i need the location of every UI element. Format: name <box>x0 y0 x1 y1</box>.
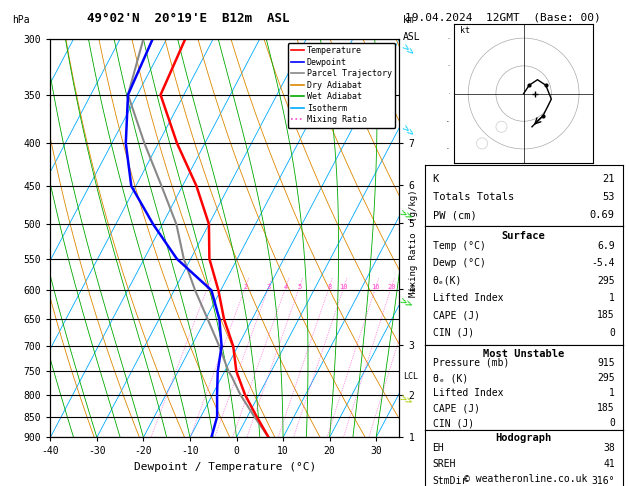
Text: >>: >> <box>399 43 416 59</box>
Text: Most Unstable: Most Unstable <box>483 349 564 359</box>
Text: >>: >> <box>399 123 416 139</box>
Text: SREH: SREH <box>433 459 456 469</box>
Text: 0: 0 <box>609 328 615 338</box>
Text: Hodograph: Hodograph <box>496 434 552 444</box>
Text: kt: kt <box>460 26 470 35</box>
Text: 3: 3 <box>267 284 270 290</box>
Text: Mixing Ratio  (g/kg): Mixing Ratio (g/kg) <box>409 189 418 297</box>
Text: 1: 1 <box>206 284 210 290</box>
Text: 1: 1 <box>609 293 615 303</box>
Legend: Temperature, Dewpoint, Parcel Trajectory, Dry Adiabat, Wet Adiabat, Isotherm, Mi: Temperature, Dewpoint, Parcel Trajectory… <box>287 43 395 128</box>
X-axis label: Dewpoint / Temperature (°C): Dewpoint / Temperature (°C) <box>134 462 316 472</box>
Text: CAPE (J): CAPE (J) <box>433 403 479 413</box>
Text: CIN (J): CIN (J) <box>433 418 474 429</box>
Text: 6.9: 6.9 <box>597 241 615 251</box>
Text: CAPE (J): CAPE (J) <box>433 310 479 320</box>
Text: θₑ (K): θₑ (K) <box>433 373 468 383</box>
Text: θₑ(K): θₑ(K) <box>433 276 462 286</box>
Text: 5: 5 <box>298 284 301 290</box>
Text: Surface: Surface <box>502 231 545 242</box>
Text: 2: 2 <box>243 284 247 290</box>
Text: StmDir: StmDir <box>433 476 468 486</box>
Text: K: K <box>433 174 439 184</box>
Text: 0.69: 0.69 <box>590 210 615 220</box>
Text: 41: 41 <box>603 459 615 469</box>
Text: 1: 1 <box>609 388 615 398</box>
Text: ASL: ASL <box>403 32 420 42</box>
Text: PW (cm): PW (cm) <box>433 210 476 220</box>
Text: Lifted Index: Lifted Index <box>433 293 503 303</box>
Text: Temp (°C): Temp (°C) <box>433 241 486 251</box>
Text: © weatheronline.co.uk: © weatheronline.co.uk <box>464 473 587 484</box>
Text: 295: 295 <box>597 373 615 383</box>
Text: 185: 185 <box>597 310 615 320</box>
Text: Dewp (°C): Dewp (°C) <box>433 259 486 268</box>
Text: LCL: LCL <box>404 372 418 381</box>
Text: 8: 8 <box>327 284 331 290</box>
Text: 316°: 316° <box>591 476 615 486</box>
Text: >>: >> <box>398 394 414 408</box>
Text: >>: >> <box>398 209 414 224</box>
Text: 49°02'N  20°19'E  B12m  ASL: 49°02'N 20°19'E B12m ASL <box>87 12 290 25</box>
Text: 295: 295 <box>597 276 615 286</box>
Text: 4: 4 <box>284 284 288 290</box>
Text: CIN (J): CIN (J) <box>433 328 474 338</box>
Text: 16: 16 <box>372 284 380 290</box>
Text: 10: 10 <box>340 284 348 290</box>
Text: 38: 38 <box>603 443 615 453</box>
Text: 20: 20 <box>387 284 396 290</box>
Text: >>: >> <box>398 296 414 311</box>
Text: EH: EH <box>433 443 444 453</box>
Text: 21: 21 <box>603 174 615 184</box>
Text: Totals Totals: Totals Totals <box>433 192 514 202</box>
Text: Pressure (mb): Pressure (mb) <box>433 358 509 368</box>
Text: km: km <box>403 15 415 25</box>
Text: 0: 0 <box>609 418 615 429</box>
Text: -5.4: -5.4 <box>591 259 615 268</box>
Text: hPa: hPa <box>13 15 30 25</box>
Text: 19.04.2024  12GMT  (Base: 00): 19.04.2024 12GMT (Base: 00) <box>405 12 601 22</box>
Text: 185: 185 <box>597 403 615 413</box>
Text: 53: 53 <box>603 192 615 202</box>
Text: 915: 915 <box>597 358 615 368</box>
Text: Lifted Index: Lifted Index <box>433 388 503 398</box>
